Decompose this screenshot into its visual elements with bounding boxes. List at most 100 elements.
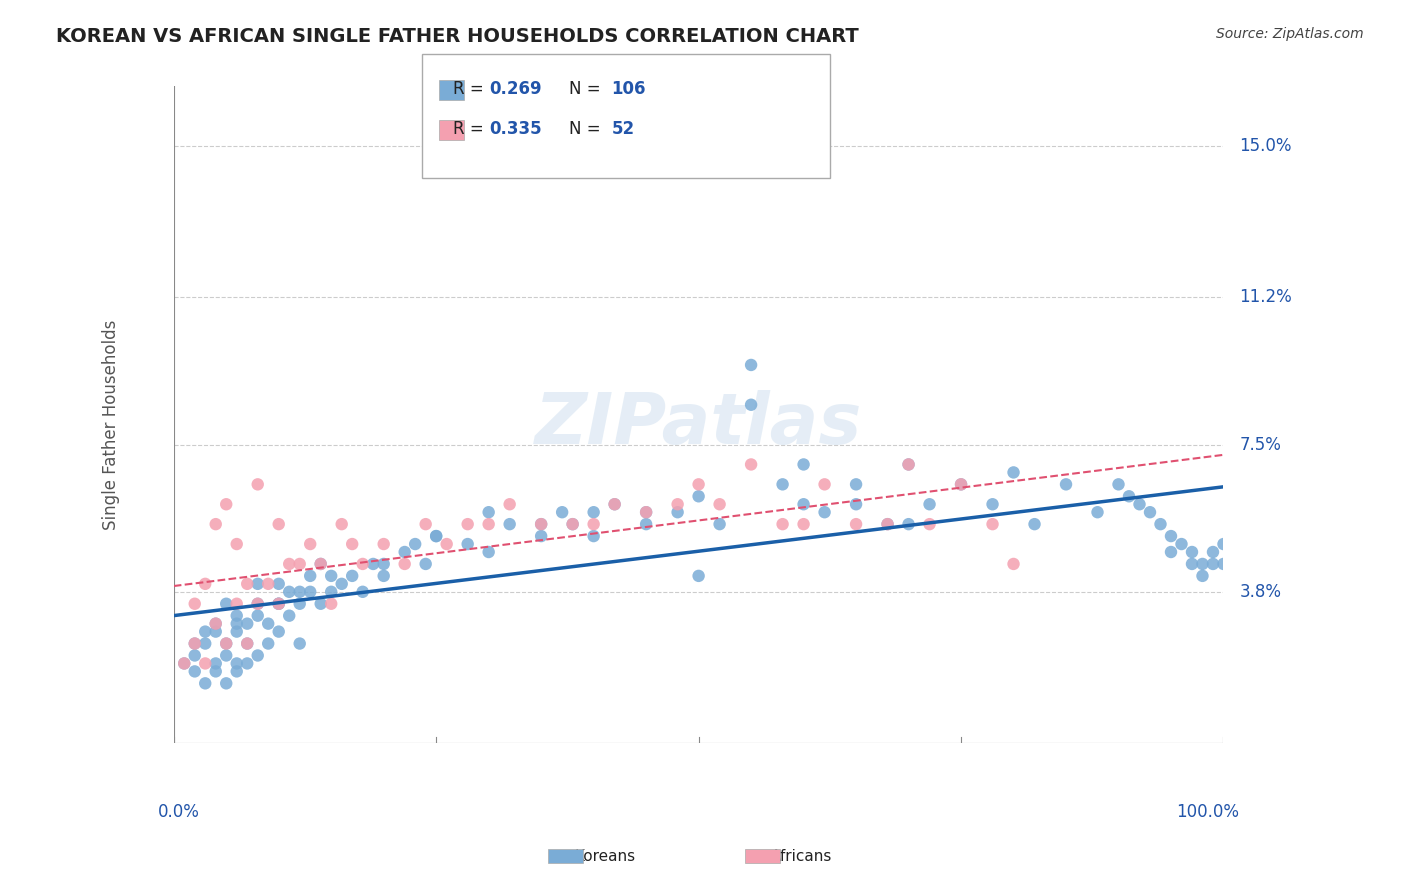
Point [551,505,574,519]
Point [225,608,247,623]
Point [246,648,269,663]
Point [478,517,501,532]
Point [636,505,658,519]
Point [1108,477,1130,491]
Text: Africans: Africans [770,849,832,863]
Text: ZIPatlas: ZIPatlas [534,390,862,459]
Point [321,597,343,611]
Point [457,537,479,551]
Point [246,577,269,591]
Point [772,477,794,491]
Point [688,569,710,583]
Point [1191,569,1213,583]
Point [215,648,238,663]
Point [425,529,447,543]
Point [340,537,363,551]
Point [498,497,520,511]
Point [352,557,374,571]
Point [1002,557,1025,571]
Point [897,458,920,472]
Point [793,517,815,532]
Point [813,505,835,519]
Point [478,505,501,519]
Point [225,616,247,631]
Point [425,529,447,543]
Point [246,608,269,623]
Point [666,497,689,511]
Point [236,657,259,671]
Point [236,616,259,631]
Point [404,537,426,551]
Point [225,657,247,671]
Point [897,517,920,532]
Point [330,517,353,532]
Point [352,584,374,599]
Point [561,517,583,532]
Point [457,517,479,532]
Point [373,557,395,571]
Text: R =: R = [453,80,489,98]
Point [173,657,195,671]
Point [225,665,247,679]
Point [299,584,322,599]
Text: N =: N = [569,120,600,138]
Point [288,636,311,650]
Point [373,537,395,551]
Point [215,636,238,650]
Text: 52: 52 [612,120,634,138]
Point [709,517,731,532]
Text: 0.335: 0.335 [489,120,541,138]
Point [1202,557,1225,571]
Point [184,648,207,663]
Point [246,477,269,491]
Point [278,584,301,599]
Point [950,477,973,491]
Point [772,517,794,532]
Point [173,657,195,671]
Point [299,537,322,551]
Point [1128,497,1150,511]
Text: 106: 106 [612,80,647,98]
Point [530,517,553,532]
Point [236,636,259,650]
Point [1087,505,1109,519]
Point [267,597,290,611]
Point [278,557,301,571]
Point [530,529,553,543]
Point [688,489,710,503]
Point [267,624,290,639]
Point [876,517,898,532]
Point [636,517,658,532]
Point [278,608,301,623]
Point [204,616,226,631]
Point [204,616,226,631]
Point [340,569,363,583]
Point [1024,517,1046,532]
Point [309,557,332,571]
Point [309,597,332,611]
Point [215,676,238,690]
Point [813,477,835,491]
Point [267,597,290,611]
Point [236,636,259,650]
Point [582,505,605,519]
Point [225,597,247,611]
Point [194,624,217,639]
Point [845,497,868,511]
Point [361,557,384,571]
Point [415,517,437,532]
Point [236,577,259,591]
Point [1191,557,1213,571]
Point [204,624,226,639]
Point [373,569,395,583]
Point [740,358,762,372]
Point [184,636,207,650]
Text: KOREAN VS AFRICAN SINGLE FATHER HOUSEHOLDS CORRELATION CHART: KOREAN VS AFRICAN SINGLE FATHER HOUSEHOL… [56,27,859,45]
Text: Single Father Households: Single Father Households [101,319,120,530]
Point [636,505,658,519]
Point [1170,537,1192,551]
Point [204,517,226,532]
Point [204,665,226,679]
Point [793,458,815,472]
Point [194,676,217,690]
